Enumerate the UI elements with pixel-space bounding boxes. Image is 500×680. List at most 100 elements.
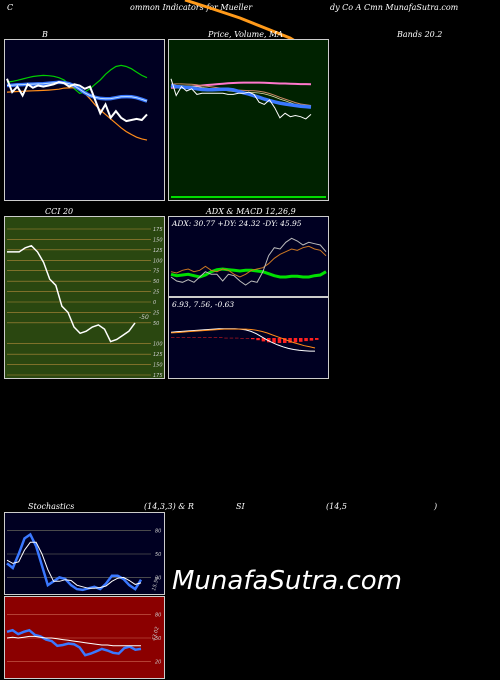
stoch-label: Stochastics xyxy=(28,502,75,511)
macd-hist-bar xyxy=(213,337,218,338)
adx-values: ADX: 30.77 +DY: 24.32 -DY: 45.95 xyxy=(172,219,302,228)
st-grid-tick-label: 20 xyxy=(155,575,161,581)
macd-hist-bar xyxy=(208,337,212,338)
cci-tick-label: 125 xyxy=(153,352,163,358)
adx-title-label: ADX & MACD 12,26,9 xyxy=(206,207,296,216)
pm-price-line xyxy=(170,78,312,120)
header-c: C xyxy=(7,3,14,12)
rsi-line xyxy=(6,628,142,657)
rsi-close-label: ) xyxy=(434,502,438,511)
macd-hist-bar xyxy=(272,338,276,343)
macd-hist-bar xyxy=(293,338,298,343)
plus-dy-line xyxy=(170,245,327,278)
cci-tick-label: 25 xyxy=(153,310,159,316)
ma-short-line xyxy=(170,83,312,109)
macd-line xyxy=(170,328,315,352)
bb-upper-line xyxy=(6,64,148,94)
bb-label: B xyxy=(42,30,48,39)
rsi-params-label: (14,5 xyxy=(326,502,347,511)
macd-hist-bar xyxy=(171,337,175,338)
cci-tick-label: 0 xyxy=(153,300,156,306)
st-grid-tick-label: 80 xyxy=(155,529,161,535)
macd-hist-bar xyxy=(283,338,287,343)
signal-line xyxy=(170,328,316,349)
macd-hist-bar xyxy=(235,337,239,339)
adx-panel: ADX: 30.77 +DY: 24.32 -DY: 45.95 xyxy=(168,216,329,297)
macd-hist-bar xyxy=(219,337,223,338)
macd-hist-bar xyxy=(277,338,282,343)
watermark: MunafaSutra.com xyxy=(172,566,403,596)
macd-hist-bar xyxy=(245,338,250,339)
cci-tick-label: 75 xyxy=(153,269,159,275)
bb-price-line xyxy=(6,78,148,123)
rsi-grid: 80 50 20 xyxy=(7,613,161,665)
macd-hist-bar xyxy=(203,337,207,338)
cci-tick-label: 175 xyxy=(153,227,163,233)
cci-tick-label: 50 xyxy=(153,279,159,285)
cci-tick-label: 100 xyxy=(153,258,163,264)
stoch-d-line xyxy=(6,541,142,589)
macd-hist-bar xyxy=(197,337,202,338)
macd-hist-bar xyxy=(256,338,260,341)
rsi-grid-tick-label: 80 xyxy=(155,613,161,619)
cci-svg: 175 150 125 100 75 50 25 0 25 50 100 125 150 175 -50 xyxy=(7,227,163,378)
st-grid-tick-label: 50 xyxy=(155,552,161,558)
cci-line xyxy=(7,244,136,343)
macd-hist-bar xyxy=(299,338,303,342)
macd-hist-bar xyxy=(315,338,319,340)
cci-tick-label: 125 xyxy=(153,248,163,254)
macd-hist-bar xyxy=(261,338,266,342)
cci-label: CCI 20 xyxy=(45,207,74,216)
macd-hist-bar xyxy=(192,337,196,338)
minus-dy-line xyxy=(170,237,327,286)
rsi-last-label: 43.02 xyxy=(151,626,161,641)
macd-hist-bar xyxy=(309,338,314,341)
bollinger-svg xyxy=(6,64,148,141)
bollinger-panel xyxy=(4,39,165,201)
macd-hist-bar xyxy=(181,337,186,338)
macd-panel: 6.93, 7.56, -0.63 xyxy=(168,297,329,379)
macd-hist-bar xyxy=(304,338,308,342)
stochastics-panel: 80 50 20 15.54 xyxy=(4,512,165,595)
rsi-svg: 80 50 20 43.02 xyxy=(6,613,161,665)
stoch-grid: 80 50 20 xyxy=(7,529,161,581)
price-ma-panel xyxy=(168,39,329,201)
bb-ma-inner-line xyxy=(6,81,148,102)
macd-hist-bar xyxy=(251,338,255,340)
stoch-params-label: (14,3,3) & R xyxy=(144,502,194,511)
adx-svg xyxy=(170,237,327,286)
macd-values: 6.93, 7.56, -0.63 xyxy=(172,300,235,309)
cci-grid: 175 150 125 100 75 50 25 0 25 50 100 125 150 175 xyxy=(7,227,163,378)
cci-tick-label: 150 xyxy=(153,363,163,369)
macd-hist-bar xyxy=(240,338,244,339)
adx-line xyxy=(170,267,327,279)
price-ma-label: Price, Volume, MA xyxy=(208,30,284,39)
stoch-k-line xyxy=(6,532,143,592)
macd-hist-bar xyxy=(267,338,271,343)
stoch-last-label: 15.54 xyxy=(151,576,161,591)
cci-tick-label: 150 xyxy=(153,237,163,243)
cci-tick-label: 50 xyxy=(153,321,159,327)
macd-hist-bar xyxy=(187,337,191,338)
rsi-grid-tick-label: 20 xyxy=(155,659,161,665)
macd-svg xyxy=(170,328,319,352)
cci-last-label: -50 xyxy=(139,314,149,321)
bands-label: Bands 20.2 xyxy=(397,30,443,39)
header-title-b: dy Co A Cmn MunafaSutra.com xyxy=(330,3,459,12)
rsi-ma-line xyxy=(6,635,141,647)
macd-histogram xyxy=(171,337,319,343)
macd-hist-bar xyxy=(224,337,228,339)
cci-tick-label: 25 xyxy=(153,290,159,296)
stoch-svg: 80 50 20 15.54 xyxy=(6,529,161,592)
price-ma-svg xyxy=(170,78,326,198)
macd-hist-bar xyxy=(176,337,180,338)
rsi-panel: 80 50 20 43.02 xyxy=(4,596,165,679)
header-title-a: ommon Indicators for Mueller xyxy=(130,3,253,12)
cci-panel: 175 150 125 100 75 50 25 0 25 50 100 125 150 175 -50 xyxy=(4,216,165,379)
cci-tick-label: 175 xyxy=(153,373,163,378)
rsi-grid-tick-label: 50 xyxy=(155,636,161,642)
macd-hist-bar xyxy=(229,337,234,339)
rsi-label: SI xyxy=(236,502,245,511)
macd-hist-bar xyxy=(288,338,292,343)
